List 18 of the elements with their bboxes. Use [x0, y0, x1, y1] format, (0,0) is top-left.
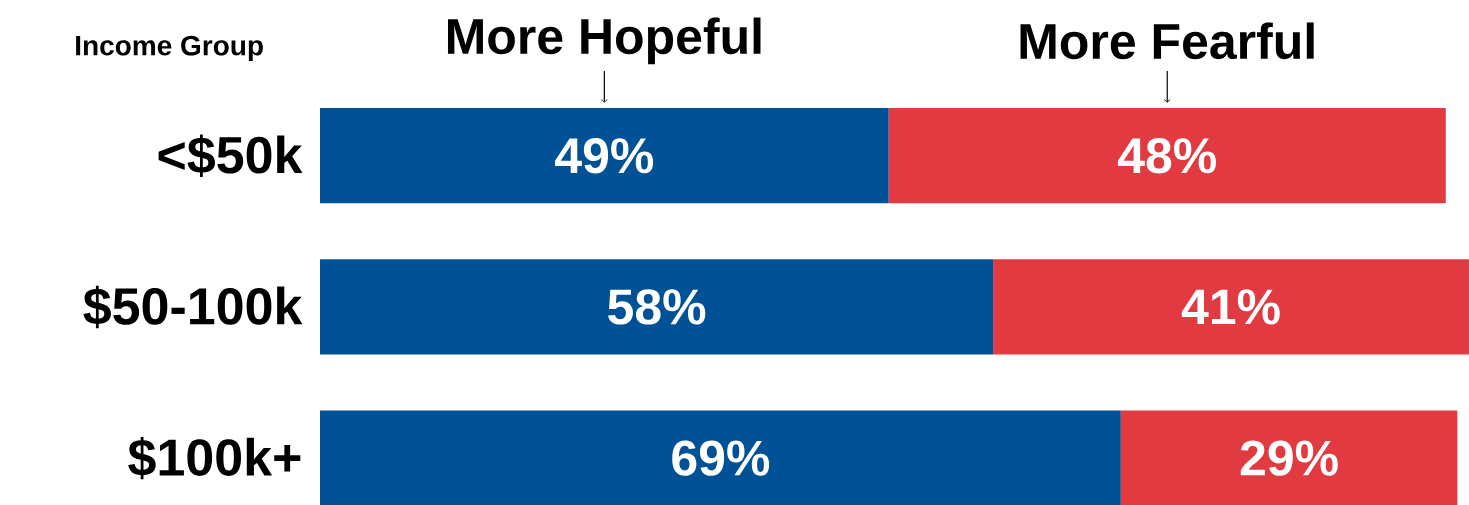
- bar: [320, 259, 994, 355]
- bar: [320, 108, 889, 204]
- bar: [320, 410, 1121, 505]
- y-axis-title: Income Group: [76, 35, 263, 62]
- data-label: 69%: [672, 440, 770, 476]
- y-tick-label: $50-100k: [83, 285, 303, 329]
- bar: [993, 259, 1469, 355]
- y-tick-label: <$50k: [158, 134, 303, 177]
- series-label: More Fearful: [1020, 22, 1314, 60]
- data-label: 41%: [1181, 289, 1280, 325]
- data-label: 49%: [555, 138, 654, 174]
- series-label: More Hopeful: [447, 17, 761, 65]
- data-label: 48%: [1117, 138, 1216, 174]
- bar: [1120, 410, 1458, 505]
- y-tick-label: $100k+: [128, 436, 301, 480]
- data-label: 58%: [608, 289, 706, 325]
- data-label: 29%: [1240, 440, 1338, 476]
- bar: [888, 108, 1446, 204]
